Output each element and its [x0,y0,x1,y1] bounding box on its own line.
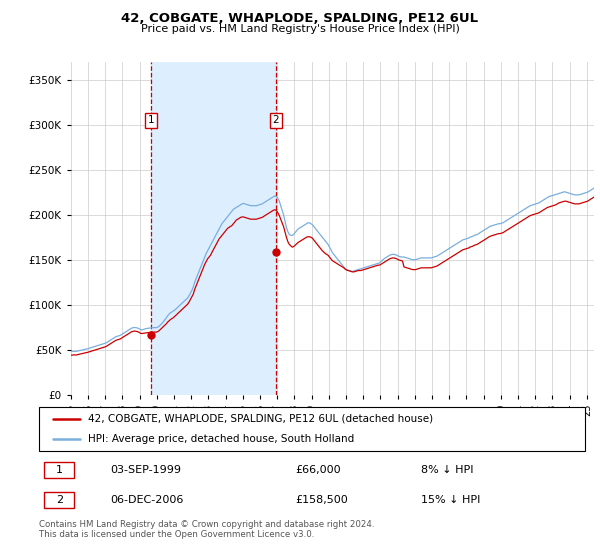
Text: 8% ↓ HPI: 8% ↓ HPI [421,465,474,475]
Text: 1: 1 [56,465,63,475]
Text: £158,500: £158,500 [296,495,349,505]
Text: HPI: Average price, detached house, South Holland: HPI: Average price, detached house, Sout… [88,434,355,444]
Text: 2: 2 [56,495,63,505]
Text: 15% ↓ HPI: 15% ↓ HPI [421,495,481,505]
Text: 2: 2 [272,115,280,125]
Text: £66,000: £66,000 [296,465,341,475]
Bar [151,62,276,395]
Bar [44,492,74,508]
Bar [44,461,74,478]
Text: 03-SEP-1999: 03-SEP-1999 [110,465,181,475]
Text: 06-DEC-2006: 06-DEC-2006 [110,495,184,505]
Text: 42, COBGATE, WHAPLODE, SPALDING, PE12 6UL (detached house): 42, COBGATE, WHAPLODE, SPALDING, PE12 6U… [88,414,433,424]
Text: 42, COBGATE, WHAPLODE, SPALDING, PE12 6UL: 42, COBGATE, WHAPLODE, SPALDING, PE12 6U… [121,12,479,25]
Text: Contains HM Land Registry data © Crown copyright and database right 2024.
This d: Contains HM Land Registry data © Crown c… [39,520,374,539]
Text: Price paid vs. HM Land Registry's House Price Index (HPI): Price paid vs. HM Land Registry's House … [140,24,460,34]
Text: 1: 1 [148,115,154,125]
